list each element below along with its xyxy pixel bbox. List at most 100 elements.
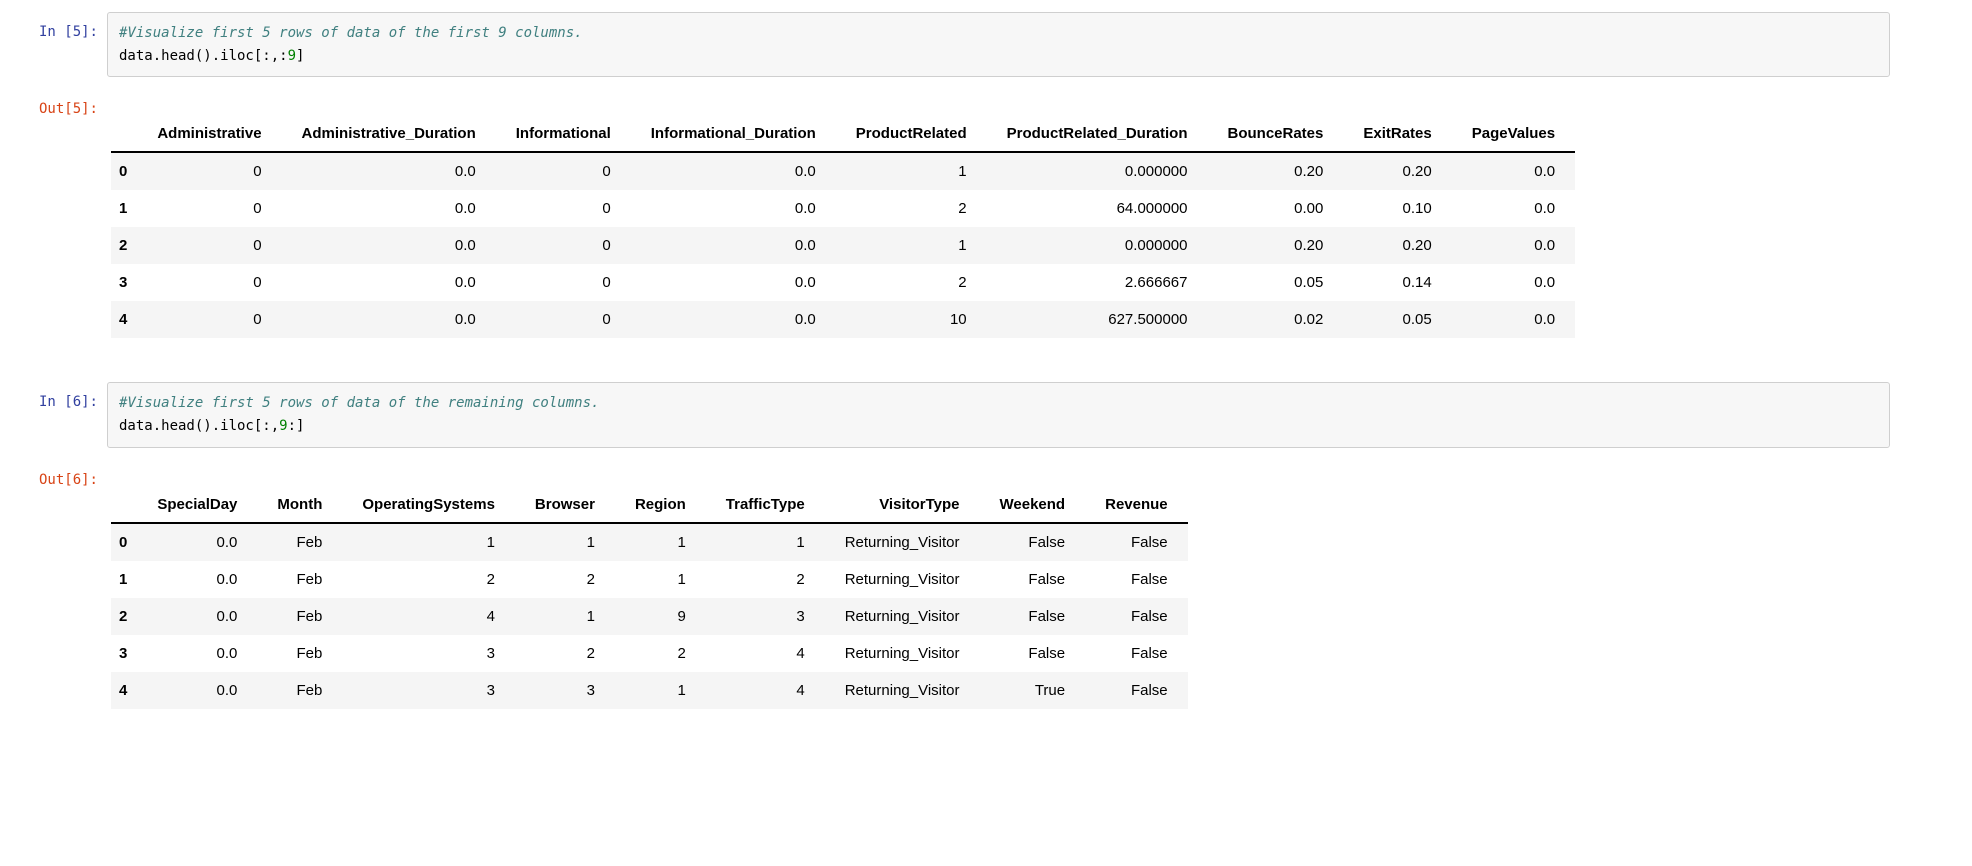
table-cell: Feb [296,607,323,625]
table-cell: 0.000000 [1124,237,1188,255]
table-row: 0 0 0.0 0 0.0 1 0.000000 0.20 0.20 0.0 [111,152,1576,191]
table-cell: 0.0 [216,644,238,662]
table-cell: 1 [586,533,595,551]
code-cell-5: In [5]: #Visualize first 5 rows of data … [6,12,1890,339]
table-header-cell: VisitorType [824,487,980,524]
index-header-cell [111,117,138,154]
table-cell: 2 [586,644,595,662]
table-cell: 9 [677,607,686,625]
code-token-plain: data.head().iloc[:,: [119,47,288,64]
table-cell: 0 [253,237,262,255]
code-token-plain: :] [287,418,305,435]
table-cell: Feb [296,644,323,662]
table-header-cell: Informational_Duration [630,117,836,154]
table-row: 3 0.0 Feb 3 2 2 4 Returning_Visitor False False [111,635,1188,672]
table-cell: 0.0 [794,200,816,218]
table-cell: False [1130,607,1168,625]
table-cell: Returning_Visitor [844,681,960,699]
input-prompt: In [6]: [38,394,98,411]
dataframe-table: SpecialDay Month OperatingSystems Browser Re… [111,487,1188,709]
table-cell: 0.0 [454,274,476,292]
table-cell: 1 [958,237,967,255]
code-token-number: 9 [279,418,288,435]
table-cell: 0 [253,311,262,329]
row-index-cell: 3 [119,274,128,292]
table-cell: 0.0 [794,274,816,292]
table-header-cell: OperatingSystems [342,487,515,524]
table-header-cell: Browser [514,487,615,524]
prompt-column: In [6]: [6,382,107,413]
output-area: Administrative Administrative_Duration Inf… [107,93,1890,339]
prompt-column: Out[6]: [6,464,107,491]
table-cell: False [1028,570,1066,588]
table-header-cell: Administrative_Duration [281,117,496,154]
row-index-cell: 2 [119,607,128,625]
table-cell: 2 [586,570,595,588]
table-cell: 0.05 [1294,274,1324,292]
table-cell: 4 [796,681,805,699]
table-cell: 0.20 [1402,237,1432,255]
table-cell: False [1028,533,1066,551]
row-index-cell: 4 [119,311,128,329]
table-cell: 1 [677,570,686,588]
table-cell: 0 [602,163,611,181]
table-header-cell: SpecialDay [137,487,258,524]
table-cell: 10 [949,311,967,329]
table-cell: 1 [677,533,686,551]
table-cell: 0.20 [1294,163,1324,181]
output-prompt: Out[5]: [38,101,98,118]
input-row: In [5]: #Visualize first 5 rows of data … [6,12,1890,78]
table-cell: 0.0 [216,570,238,588]
output-area: SpecialDay Month OperatingSystems Browser Re… [107,464,1890,709]
table-cell: 0 [253,200,262,218]
table-header-cell: ExitRates [1343,117,1452,154]
row-index-cell: 0 [119,533,128,551]
table-header-cell: PageValues [1451,117,1576,154]
code-token-number: 9 [287,47,297,64]
table-row: 4 0 0.0 0 0.0 10 627.500000 0.02 0.05 0.0 [111,301,1576,339]
table-cell: 64.000000 [1116,200,1188,218]
table-header-cell: Weekend [979,487,1086,524]
output-row: Out[5]: Administrative Administrative_Dur… [6,93,1890,339]
table-cell: 0.0 [794,163,816,181]
table-cell: 0.0 [794,311,816,329]
code-content[interactable]: #Visualize first 5 rows of data of the r… [119,392,1878,437]
table-cell: Feb [296,570,323,588]
code-token-plain: data.head().iloc[:, [119,418,280,435]
table-cell: 627.500000 [1108,311,1188,329]
table-header-cell: Informational [495,117,631,154]
code-editor[interactable]: #Visualize first 5 rows of data of the r… [107,382,1890,448]
table-cell: 3 [586,681,595,699]
table-header-row: Administrative Administrative_Duration Inf… [111,117,1576,154]
table-cell: 0.0 [1534,311,1556,329]
table-cell: 2 [958,200,967,218]
table-cell: Returning_Visitor [844,570,960,588]
index-header-cell [111,487,138,524]
row-index-cell: 0 [119,163,128,181]
table-header-row: SpecialDay Month OperatingSystems Browser Re… [111,487,1188,524]
output-row: Out[6]: SpecialDay Month OperatingSystems B… [6,464,1890,709]
table-cell: False [1028,607,1066,625]
table-header-cell: Month [257,487,343,524]
table-cell: 4 [486,607,495,625]
table-cell: True [1034,681,1066,699]
table-cell: 0.0 [1534,274,1556,292]
table-cell: 1 [586,607,595,625]
table-cell: 1 [958,163,967,181]
table-cell: 0 [253,274,262,292]
prompt-column: In [5]: [6,12,107,43]
table-cell: 2 [677,644,686,662]
table-cell: 0.0 [794,237,816,255]
code-content[interactable]: #Visualize first 5 rows of data of the f… [119,22,1878,67]
table-row: 1 0 0.0 0 0.0 2 64.000000 0.00 0.10 0.0 [111,190,1575,227]
table-cell: 0.20 [1402,163,1432,181]
table-cell: 3 [486,644,495,662]
table-cell: 4 [796,644,805,662]
table-cell: Returning_Visitor [844,644,960,662]
input-row: In [6]: #Visualize first 5 rows of data … [6,382,1890,448]
code-editor[interactable]: #Visualize first 5 rows of data of the f… [107,12,1890,78]
table-cell: 0.20 [1294,237,1324,255]
table-cell: 0.05 [1402,311,1432,329]
row-index-cell: 3 [119,644,128,662]
